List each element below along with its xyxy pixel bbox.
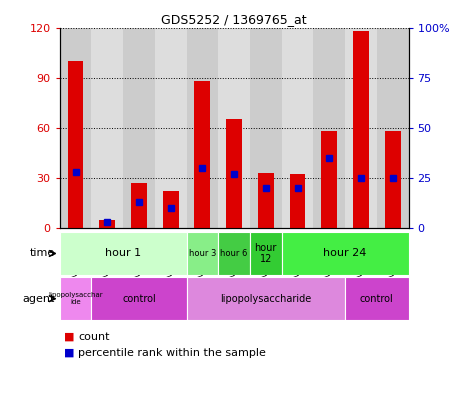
Text: hour 6: hour 6	[220, 249, 248, 258]
Bar	[321, 131, 337, 228]
Bar	[282, 28, 313, 228]
Bar	[186, 277, 345, 320]
Text: ■: ■	[64, 332, 78, 342]
Bar	[163, 191, 179, 228]
Text: hour 1: hour 1	[105, 248, 141, 259]
Bar	[186, 232, 218, 275]
Bar	[195, 81, 210, 228]
Text: count: count	[78, 332, 110, 342]
Text: agent: agent	[22, 294, 55, 304]
Bar	[131, 183, 147, 228]
Bar	[258, 173, 274, 228]
Bar	[91, 28, 123, 228]
Text: control: control	[360, 294, 394, 304]
Bar	[226, 119, 242, 228]
Bar	[377, 28, 409, 228]
Bar	[250, 28, 282, 228]
Title: GDS5252 / 1369765_at: GDS5252 / 1369765_at	[161, 13, 307, 26]
Text: ■: ■	[64, 348, 78, 358]
Text: hour
12: hour 12	[255, 243, 277, 264]
Bar	[250, 232, 282, 275]
Bar	[353, 31, 369, 228]
Bar	[345, 277, 409, 320]
Text: control: control	[122, 294, 156, 304]
Text: hour 24: hour 24	[324, 248, 367, 259]
Bar	[99, 220, 115, 228]
Text: lipopolysacchar
ide: lipopolysacchar ide	[48, 292, 103, 305]
Bar	[218, 232, 250, 275]
Bar	[282, 232, 409, 275]
Bar	[60, 28, 91, 228]
Bar	[155, 28, 186, 228]
Bar	[186, 28, 218, 228]
Bar	[385, 131, 401, 228]
Bar	[218, 28, 250, 228]
Bar	[60, 232, 186, 275]
Bar	[91, 277, 186, 320]
Bar	[67, 61, 84, 228]
Bar	[60, 277, 91, 320]
Bar	[123, 28, 155, 228]
Text: time: time	[30, 248, 55, 259]
Text: hour 3: hour 3	[189, 249, 216, 258]
Bar	[313, 28, 345, 228]
Text: lipopolysaccharide: lipopolysaccharide	[220, 294, 311, 304]
Text: percentile rank within the sample: percentile rank within the sample	[78, 348, 266, 358]
Bar	[290, 174, 305, 228]
Bar	[345, 28, 377, 228]
